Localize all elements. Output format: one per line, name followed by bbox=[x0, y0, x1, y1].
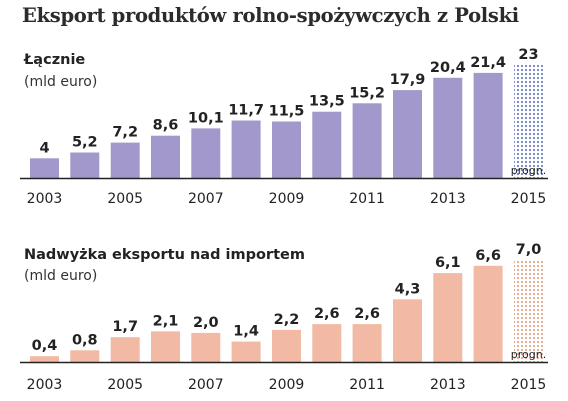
export-bar-chart: 4 5,2 7,2 8,6 10,1 11,7 11,513,515,2 17,920,4 21… bbox=[20, 47, 548, 207]
surplus-value-label: 6,6 bbox=[475, 248, 501, 264]
export-value-label: 15,2 bbox=[349, 85, 385, 101]
export-forecast-bar bbox=[514, 65, 543, 178]
surplus-forecast-bar bbox=[514, 260, 543, 362]
surplus-bar bbox=[433, 273, 463, 362]
surplus-chart-unit: (mld euro) bbox=[24, 268, 98, 284]
export-value-label: 11,7 bbox=[228, 103, 264, 119]
export-tick-label: 2007 bbox=[188, 191, 224, 207]
export-value-label: 21,4 bbox=[470, 55, 506, 71]
surplus-value-label: 7,0 bbox=[516, 242, 542, 258]
export-value-label: 7,2 bbox=[112, 125, 138, 141]
surplus-value-label: 0,8 bbox=[72, 332, 98, 348]
surplus-bar bbox=[352, 324, 382, 362]
surplus-value-label: 2,0 bbox=[193, 315, 219, 331]
surplus-bar bbox=[312, 324, 342, 362]
surplus-value-label: 2,6 bbox=[314, 306, 340, 322]
surplus-value-label: 6,1 bbox=[435, 255, 461, 271]
export-bar bbox=[352, 103, 382, 178]
surplus-value-label: 1,7 bbox=[112, 319, 138, 335]
export-value-label: 11,5 bbox=[269, 104, 305, 120]
surplus-tick-label: 2015 bbox=[511, 377, 547, 393]
surplus-value-label: 0,4 bbox=[32, 338, 58, 354]
export-bar bbox=[272, 121, 301, 178]
export-value-label: 8,6 bbox=[153, 118, 179, 134]
page-title: Eksport produktów rolno-spożywczych z Po… bbox=[22, 4, 519, 27]
export-value-label: 20,4 bbox=[430, 60, 466, 76]
export-bar bbox=[30, 158, 59, 178]
surplus-bar bbox=[191, 332, 221, 362]
export-value-label: 23 bbox=[518, 47, 538, 63]
export-value-label: 4 bbox=[39, 140, 49, 156]
export-value-label: 10,1 bbox=[188, 110, 224, 126]
surplus-bar bbox=[231, 341, 261, 362]
surplus-tick-label: 2009 bbox=[269, 377, 305, 393]
export-bar bbox=[70, 152, 100, 178]
export-chart-unit: (mld euro) bbox=[24, 74, 98, 90]
surplus-tick-label: 2013 bbox=[430, 377, 466, 393]
export-value-label: 5,2 bbox=[72, 135, 98, 151]
export-bar bbox=[473, 72, 503, 178]
surplus-tick-label: 2011 bbox=[349, 377, 385, 393]
surplus-bar bbox=[151, 331, 180, 362]
export-bar bbox=[312, 111, 342, 178]
surplus-bar bbox=[30, 356, 59, 362]
surplus-chart-title: Nadwyżka eksportu nad importem bbox=[24, 247, 305, 263]
surplus-forecast-label: progn. bbox=[511, 348, 546, 361]
export-bar bbox=[151, 135, 180, 178]
surplus-bar bbox=[393, 299, 422, 362]
export-forecast-label: progn. bbox=[511, 164, 546, 177]
export-bar bbox=[393, 90, 422, 178]
surplus-bar bbox=[272, 329, 301, 362]
export-bar bbox=[433, 77, 463, 178]
export-chart-title: Łącznie bbox=[24, 52, 86, 68]
surplus-value-label: 1,4 bbox=[233, 324, 259, 340]
export-bar bbox=[110, 142, 140, 178]
surplus-value-label: 2,2 bbox=[274, 312, 300, 328]
surplus-value-label: 2,6 bbox=[354, 306, 380, 322]
surplus-bar bbox=[70, 350, 100, 362]
surplus-bar bbox=[473, 265, 503, 362]
export-bar bbox=[231, 120, 261, 178]
export-tick-label: 2005 bbox=[107, 191, 143, 207]
surplus-value-label: 2,1 bbox=[153, 313, 179, 329]
export-tick-label: 2009 bbox=[269, 191, 305, 207]
surplus-tick-label: 2007 bbox=[188, 377, 224, 393]
surplus-tick-label: 2005 bbox=[107, 377, 143, 393]
export-tick-label: 2013 bbox=[430, 191, 466, 207]
export-bar bbox=[191, 128, 221, 178]
surplus-bar bbox=[110, 337, 140, 362]
surplus-tick-label: 2003 bbox=[27, 377, 63, 393]
export-value-label: 13,5 bbox=[309, 94, 345, 110]
export-tick-label: 2015 bbox=[511, 191, 547, 207]
export-tick-label: 2011 bbox=[349, 191, 385, 207]
export-tick-label: 2003 bbox=[27, 191, 63, 207]
export-value-label: 17,9 bbox=[390, 72, 426, 88]
surplus-value-label: 4,3 bbox=[395, 281, 421, 297]
